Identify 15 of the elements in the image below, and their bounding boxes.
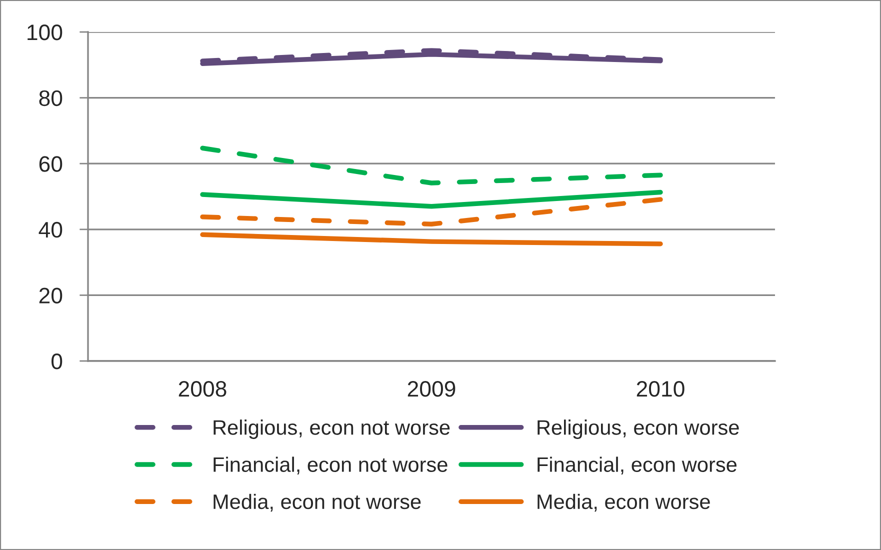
y-tick-label: 20 [39, 288, 62, 304]
y-tick-label: 0 [52, 354, 62, 370]
legend-label: Media, econ not worse [214, 494, 421, 512]
legend-label: Religious, econ not worse [214, 420, 450, 439]
legend-label: Financial, econ worse [538, 456, 737, 474]
legend-label: Media, econ worse [538, 494, 710, 512]
legend-label: Religious, econ worse [538, 420, 739, 439]
x-tick-label: 2008 [178, 381, 226, 397]
legend-label: Financial, econ not worse [214, 456, 448, 474]
x-tick-label: 2010 [636, 381, 684, 397]
y-tick-label: 100 [28, 24, 62, 40]
x-tick-label: 2009 [408, 381, 456, 397]
y-tick-label: 60 [39, 156, 62, 172]
y-tick-label: 80 [39, 90, 62, 106]
y-tick-label: 40 [38, 222, 62, 238]
